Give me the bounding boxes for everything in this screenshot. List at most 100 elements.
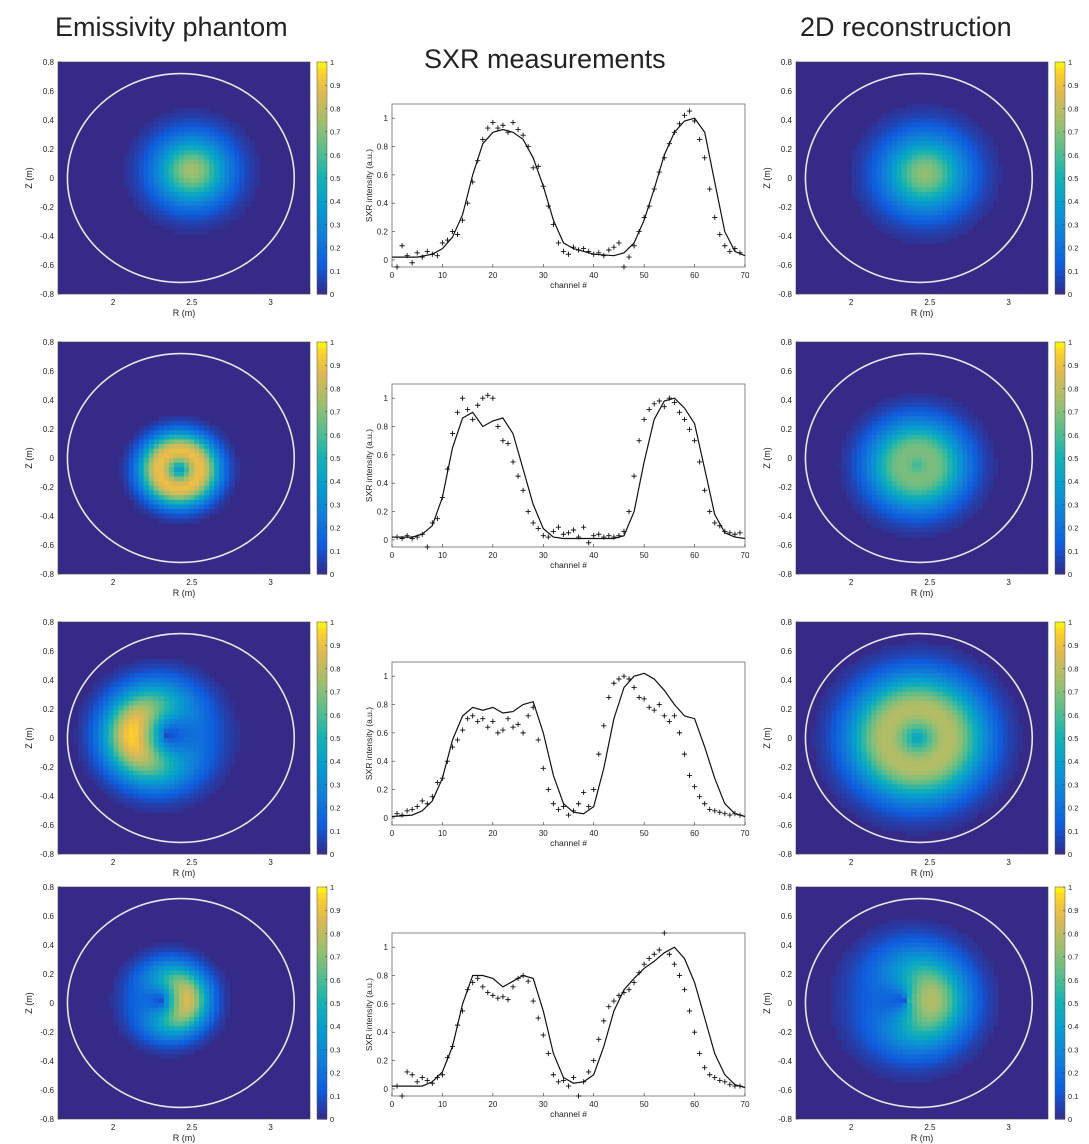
map-cell (927, 654, 933, 660)
map-cell (982, 462, 989, 468)
map-cell (911, 182, 918, 188)
map-ytick-label: 0.6 (43, 647, 55, 656)
map-cell (219, 733, 225, 739)
map-cell (957, 467, 963, 473)
map-cell (158, 164, 165, 170)
map-cell (922, 458, 928, 464)
map-cell (158, 807, 165, 813)
map-cell (901, 728, 908, 734)
map-cell (891, 444, 898, 450)
map-cell (896, 821, 903, 827)
map-cell (128, 775, 135, 781)
map-cell (219, 691, 225, 697)
map-cell (103, 686, 109, 693)
map-cell (138, 663, 145, 669)
map-cell (942, 178, 948, 184)
map-cell (901, 219, 908, 225)
map-cell (922, 150, 928, 156)
map-cell (962, 439, 968, 445)
map-cell (977, 476, 984, 482)
map-cell (244, 150, 251, 156)
map-cell (962, 453, 968, 459)
map-cell (947, 215, 953, 221)
map-cell (997, 173, 1004, 179)
profile-ytick-label: 0.4 (377, 199, 389, 208)
map-cell (173, 668, 180, 674)
map-cell (184, 513, 190, 519)
profile-marker (465, 200, 471, 206)
map-cell (982, 448, 989, 454)
map-cell (957, 182, 963, 188)
map-cell (861, 191, 868, 198)
map-cell (158, 113, 165, 119)
map-xlabel: R (m) (173, 868, 196, 878)
map-cell (947, 416, 953, 422)
map-cell (922, 205, 928, 212)
map-cell (173, 215, 180, 221)
map-cell (927, 420, 933, 427)
map-cell (932, 229, 938, 235)
map-cell (173, 728, 180, 734)
map-cell (128, 140, 135, 147)
map-ytick-label: 0.2 (781, 145, 793, 154)
map-ytick-label: -0.2 (40, 203, 54, 212)
map-cell (932, 113, 938, 119)
map-cell (133, 453, 140, 459)
map-cell (932, 448, 938, 454)
map-cell (952, 205, 958, 212)
map-cell (987, 159, 994, 165)
map-cell (922, 490, 928, 496)
map-cell (901, 136, 908, 142)
map-cell (987, 154, 994, 161)
map-cell (952, 210, 958, 216)
map-cell (922, 481, 928, 487)
map-cell (876, 691, 883, 697)
map-cell (937, 504, 943, 510)
map-cell (133, 733, 140, 739)
map-cell (138, 673, 145, 679)
map-cell (138, 756, 145, 762)
map-cell (927, 131, 933, 137)
map-cell (219, 145, 225, 151)
map-cell (871, 476, 878, 482)
map-cell (143, 659, 150, 665)
map-cell (133, 756, 140, 762)
map-cell (249, 140, 256, 147)
map-cell (178, 802, 185, 809)
map-cell (158, 458, 165, 464)
map-cell (861, 458, 868, 464)
map-cell (219, 219, 225, 225)
map-cell (178, 710, 185, 716)
map-cell (876, 187, 883, 193)
map-cell (153, 140, 160, 147)
profile-marker (717, 231, 723, 237)
map-cell (937, 710, 943, 716)
map-cell (881, 439, 888, 445)
map-cell (927, 649, 933, 656)
map-cell (189, 122, 195, 128)
map-cell (942, 145, 948, 151)
map-cell (896, 756, 903, 762)
map-cell (896, 168, 903, 174)
map-cell (911, 640, 918, 646)
map-cell (189, 700, 195, 707)
map-cell (906, 182, 913, 188)
map-cell (148, 140, 155, 147)
map-cell (163, 807, 170, 813)
map-cell (866, 485, 873, 492)
map-cell (942, 476, 948, 482)
map-cell (911, 448, 918, 454)
map-cell (952, 187, 958, 193)
map-cell (88, 691, 94, 697)
map-cell (866, 719, 873, 725)
profile-marker (565, 530, 572, 536)
map-cell (229, 481, 235, 487)
colorbar-swatch (317, 230, 327, 237)
map-cell (876, 816, 883, 823)
map-cell (866, 714, 873, 721)
map-cell (93, 724, 99, 730)
map-cell (214, 178, 220, 184)
map-cell (178, 467, 185, 473)
map-cell (816, 733, 822, 739)
map-cell (163, 471, 170, 478)
